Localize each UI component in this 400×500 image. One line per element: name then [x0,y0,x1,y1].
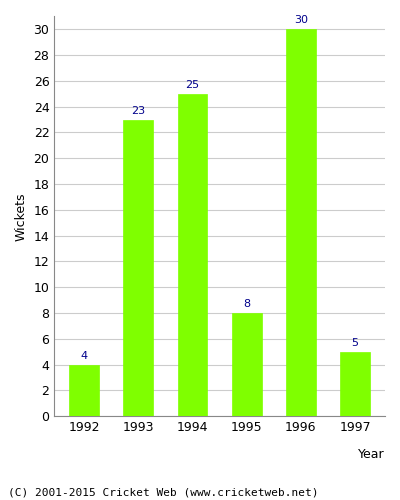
Text: Year: Year [358,448,385,461]
Text: 25: 25 [186,80,200,90]
Bar [232,313,262,416]
Y-axis label: Wickets: Wickets [15,192,28,240]
Text: 8: 8 [243,299,250,309]
Text: (C) 2001-2015 Cricket Web (www.cricketweb.net): (C) 2001-2015 Cricket Web (www.cricketwe… [8,488,318,498]
Bar [178,94,208,416]
Text: 5: 5 [352,338,358,348]
Text: 30: 30 [294,16,308,26]
Bar [286,29,316,416]
Text: 4: 4 [81,350,88,360]
Bar [340,352,370,416]
Bar [69,364,99,416]
Text: 23: 23 [131,106,146,116]
Bar [124,120,153,416]
